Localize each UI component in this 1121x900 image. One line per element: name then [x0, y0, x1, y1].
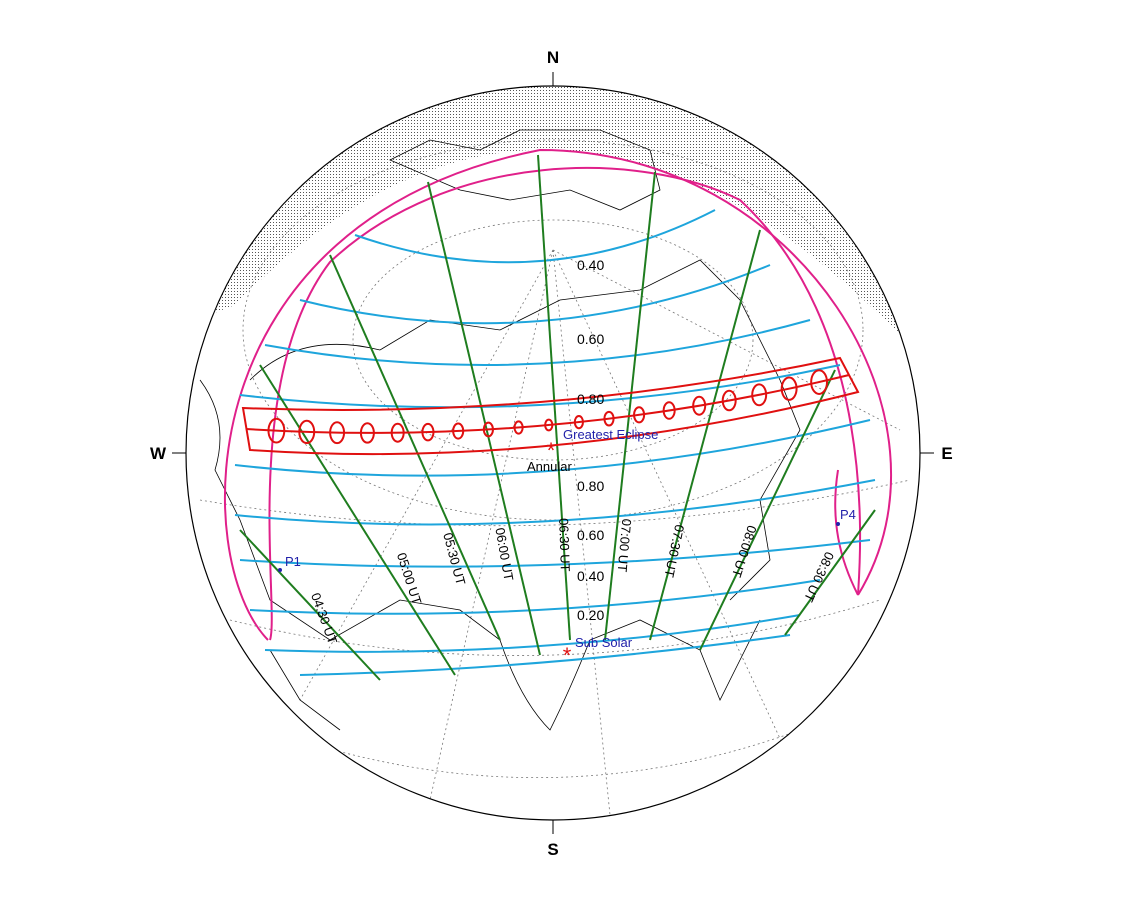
graticule-line [229, 599, 881, 656]
penumbral-limit [834, 469, 859, 596]
shadow-oval [298, 419, 316, 445]
shadow-oval [452, 422, 465, 440]
time-lines [239, 154, 876, 681]
markers: * * [278, 438, 840, 668]
graticule-line [552, 249, 791, 761]
shadow-oval [359, 422, 375, 444]
magnitude-curve [299, 634, 791, 676]
penumbral-limit [224, 148, 893, 641]
shadow-oval [329, 421, 346, 445]
shadow-oval [267, 417, 286, 444]
penumbral-limit [268, 166, 862, 641]
shadow-oval [662, 401, 676, 420]
sub-solar-label: Sub Solar [575, 635, 633, 650]
shadow-oval [513, 420, 524, 435]
magnitude-curve [239, 364, 841, 409]
graticule-line [429, 249, 554, 801]
graticule-line [299, 729, 801, 779]
magnitude-label: 0.60 [577, 527, 604, 543]
time-line [427, 181, 541, 656]
shadow-oval [390, 422, 405, 443]
time-line [699, 369, 836, 651]
time-label: 06:30 UT [556, 518, 573, 572]
magnitude-label: 0.40 [577, 257, 604, 273]
time-line [239, 529, 381, 681]
time-label: 07:00 UT [615, 518, 635, 573]
magnitude-curve [234, 479, 876, 526]
compass-north: N [547, 48, 559, 67]
time-label: 06:00 UT [492, 527, 516, 582]
shadow-oval [721, 389, 737, 412]
shadow-oval [603, 410, 615, 427]
shadow-oval [544, 418, 554, 432]
graticule-line [199, 479, 911, 527]
time-line [784, 509, 876, 636]
graticule-line [242, 139, 864, 521]
time-label: 07:30 UT [661, 523, 687, 578]
shadow-oval [751, 383, 768, 407]
coastline [269, 649, 341, 731]
magnitude-label: 0.80 [577, 478, 604, 494]
greatest-eclipse-marker: * [547, 438, 556, 463]
p1-label: P1 [285, 554, 301, 569]
time-line [649, 229, 761, 641]
shadow-oval [482, 421, 494, 438]
magnitude-curve [239, 539, 871, 568]
shadow-oval [633, 406, 646, 424]
time-line [329, 254, 501, 641]
greatest-eclipse-label: Greatest Eclipse [563, 427, 658, 442]
magnitude-label: 0.80 [577, 391, 604, 407]
time-line [604, 171, 656, 641]
p1-marker [278, 568, 282, 572]
p4-marker [836, 522, 840, 526]
magnitude-curve [264, 319, 811, 366]
shadow-oval [421, 422, 435, 442]
coastline [249, 259, 801, 601]
magnitude-label: 0.20 [577, 607, 604, 623]
magnitude-curve [264, 614, 801, 653]
magnitude-curve [249, 579, 821, 615]
eclipse-type-label: Annular [527, 459, 572, 474]
magnitude-curve [299, 264, 771, 325]
shadow-ovals [267, 369, 829, 445]
magnitude-curve [234, 419, 871, 477]
magnitude-curves [234, 209, 876, 676]
time-label: 08:30 UT [801, 549, 837, 604]
time-label: 05:00 UT [394, 551, 425, 607]
graticule-line [352, 219, 754, 461]
coastline [499, 619, 761, 731]
p4-label: P4 [840, 507, 856, 522]
path-limits [241, 356, 860, 456]
compass-south: S [547, 840, 558, 859]
time-label: 04:30 UT [308, 591, 340, 646]
magnitude-label: 0.60 [577, 331, 604, 347]
landmass [199, 129, 801, 731]
sub-solar-marker: * [563, 643, 572, 668]
shadow-oval [780, 376, 798, 401]
compass-ticks [172, 72, 934, 834]
shadow-oval [810, 369, 829, 395]
time-line [259, 364, 456, 676]
compass-west: W [150, 444, 167, 463]
magnitude-curve [354, 209, 716, 264]
magnitude-label: 0.40 [577, 568, 604, 584]
shadow-oval [692, 395, 707, 416]
compass-east: E [941, 444, 952, 463]
coastline [199, 379, 501, 641]
shadow-oval [573, 414, 584, 430]
annular-path [241, 356, 860, 456]
time-line [537, 154, 571, 641]
coastline [389, 129, 661, 211]
